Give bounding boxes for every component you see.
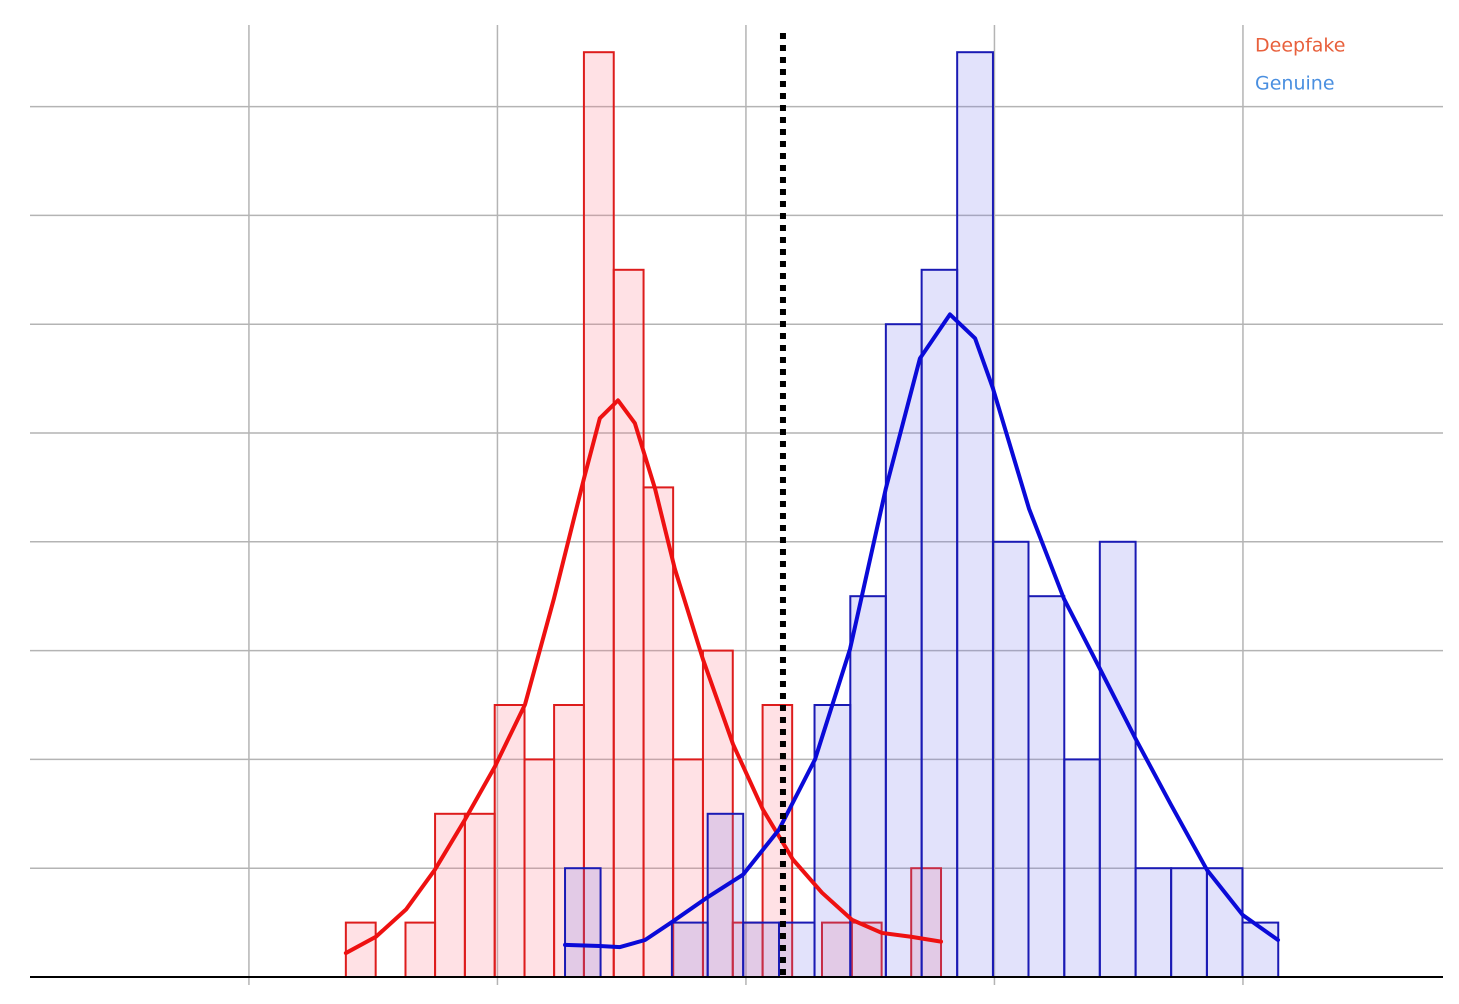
bar <box>1170 867 1208 979</box>
bar <box>463 812 496 978</box>
bar <box>523 758 556 979</box>
bar <box>991 540 1030 978</box>
bar <box>434 812 466 978</box>
bar <box>404 921 437 978</box>
bar <box>582 51 615 978</box>
bar <box>642 486 675 978</box>
bar <box>1098 540 1137 978</box>
bar <box>813 704 852 978</box>
legend-entry: Genuine <box>1255 73 1335 95</box>
bar <box>493 704 526 978</box>
bar <box>910 867 943 979</box>
bar <box>1027 595 1066 978</box>
bar <box>1134 867 1173 979</box>
bar <box>564 867 602 979</box>
bar <box>1205 867 1244 979</box>
bar <box>742 921 780 978</box>
bar <box>777 921 816 978</box>
bar <box>1241 921 1280 978</box>
bar <box>612 268 645 978</box>
bar <box>956 51 994 978</box>
density-curve <box>343 398 944 956</box>
density-curve <box>563 312 1280 950</box>
bar <box>670 921 709 978</box>
legend-entry: Deepfake <box>1255 35 1345 57</box>
bar <box>1063 758 1101 979</box>
bar <box>920 268 959 978</box>
